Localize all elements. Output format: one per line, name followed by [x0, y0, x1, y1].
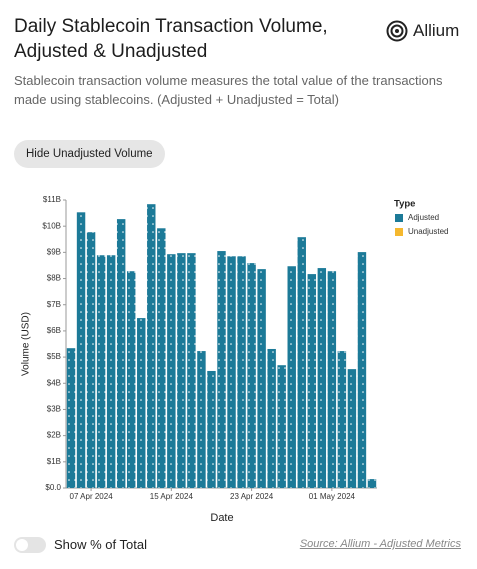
bar [137, 318, 146, 488]
bar [267, 348, 276, 488]
bar [317, 268, 327, 488]
x-tick-label: 15 Apr 2024 [150, 492, 194, 501]
legend-swatch [395, 228, 403, 236]
y-axis-label: Volume (USD) [21, 312, 32, 376]
bar [307, 274, 317, 488]
legend-title: Type [394, 199, 415, 210]
x-axis-label: Date [210, 512, 233, 524]
bar [66, 348, 76, 488]
y-tick-label: $11B [43, 195, 61, 204]
bar [247, 263, 256, 488]
legend-label: Unadjusted [408, 227, 448, 236]
y-tick-label: $5B [47, 352, 61, 361]
bar [217, 251, 226, 488]
legend-label: Adjusted [408, 213, 439, 222]
toggle-knob [16, 539, 28, 551]
bar [86, 232, 96, 488]
description: Stablecoin transaction volume measures t… [14, 73, 443, 107]
bar [167, 254, 176, 488]
logo-text: Allium [413, 21, 460, 40]
bar [327, 271, 337, 488]
y-tick-label: $8B [47, 274, 61, 283]
bar [337, 351, 347, 488]
bar [197, 351, 206, 488]
bar [227, 256, 236, 488]
y-tick-label: $6B [47, 326, 61, 335]
x-tick-label: 23 Apr 2024 [230, 492, 274, 501]
bar [126, 271, 136, 488]
hide-unadjusted-button[interactable]: Hide Unadjusted Volume [14, 140, 165, 168]
bar [96, 255, 106, 488]
legend-swatch [395, 214, 403, 222]
x-tick-label: 07 Apr 2024 [70, 492, 114, 501]
bar [106, 255, 116, 488]
bar [367, 479, 377, 488]
y-tick-label: $10B [42, 221, 61, 230]
source-link[interactable]: Source: Allium - Adjusted Metrics [299, 538, 461, 550]
toggle-label: Show % of Total [54, 537, 147, 552]
bar [116, 219, 126, 488]
y-tick-label: $1B [47, 457, 61, 466]
x-tick-label: 01 May 2024 [309, 492, 356, 501]
logo-icon [386, 20, 408, 42]
bar [147, 204, 156, 488]
bar [157, 228, 166, 488]
toggle[interactable] [14, 537, 46, 553]
bar [207, 370, 216, 488]
bar [76, 212, 86, 488]
y-tick-label: $4B [47, 378, 61, 387]
y-tick-label: $9B [47, 247, 61, 256]
bar [287, 266, 296, 488]
chart: Date Volume (USD) Type $0.0 $1B $2B $3B $4B $… [21, 195, 449, 524]
y-tick-label: $7B [47, 300, 61, 309]
bar [297, 237, 306, 488]
bar [187, 253, 196, 488]
bar [357, 252, 367, 488]
y-tick-label: $0.0 [45, 483, 61, 492]
bar [177, 253, 186, 488]
y-tick-label: $3B [47, 405, 61, 414]
bar [237, 256, 246, 488]
y-tick-label: $2B [47, 431, 61, 440]
title: Daily Stablecoin Transaction Volume, Adj… [14, 16, 328, 62]
bar [257, 269, 266, 488]
bar [277, 365, 286, 488]
logo: Allium [386, 20, 459, 42]
bar [347, 369, 357, 488]
